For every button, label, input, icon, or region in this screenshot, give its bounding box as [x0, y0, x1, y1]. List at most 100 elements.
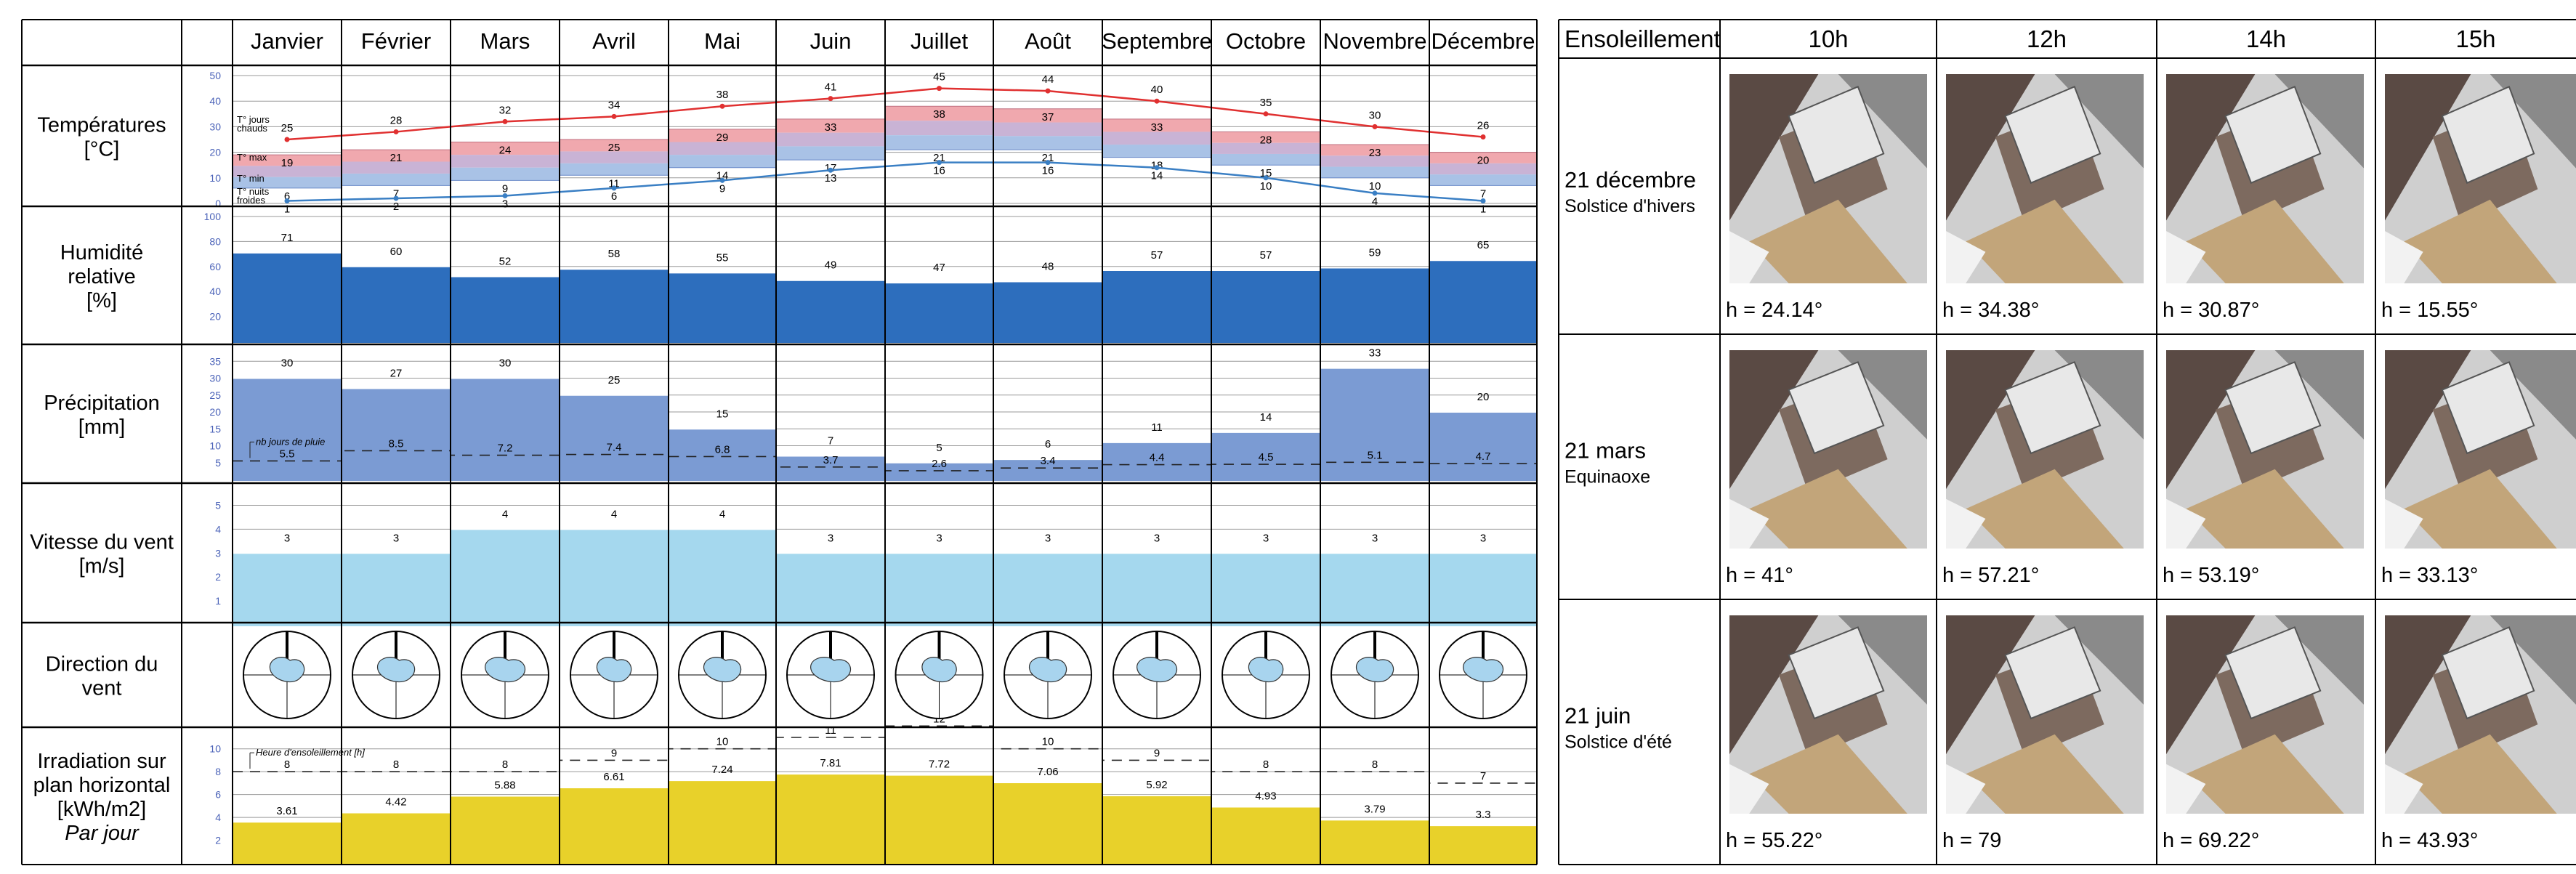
- y-tick-label: 6: [215, 789, 221, 801]
- row-title-6: Irradiation sur plan horizontal [kWh/m2] Pa…: [33, 750, 171, 845]
- bar-3-Septembre: [1102, 442, 1211, 481]
- y-tick-label: 60: [209, 261, 221, 272]
- image-roof-shade: [1729, 615, 1819, 755]
- temp-point-hot: [1263, 111, 1269, 117]
- y-tick-label: 4: [215, 523, 221, 535]
- dashed-line-value: 8: [1372, 758, 1378, 771]
- temp-band-max-Août: [993, 108, 1102, 123]
- bar-4-Avril: [560, 529, 669, 626]
- temp-point-cold: [1263, 175, 1269, 181]
- temp-min-label: 14: [716, 170, 729, 182]
- image-terrace: [2186, 734, 2344, 814]
- wind-distribution-Août: [1028, 657, 1067, 683]
- bar-value-label: 20: [1477, 391, 1490, 403]
- image-roof-shade: [1729, 350, 1819, 490]
- bar-value-label: 3: [1045, 532, 1051, 544]
- temp-band-max-Juillet: [885, 106, 993, 121]
- dashed-series-bracket: [249, 752, 254, 769]
- temp-band-min-Juin: [776, 146, 885, 161]
- month-header-12: Décembre: [1432, 28, 1535, 54]
- sun-height-label: h = 79: [1942, 829, 2001, 852]
- bar-value-label: 4.42: [385, 796, 406, 808]
- legend-max: T° max: [237, 152, 267, 163]
- bar-value-label: 48: [1042, 260, 1054, 272]
- bar-6-Janvier: [233, 822, 342, 865]
- sun-height-label: h = 15.55°: [2381, 299, 2478, 322]
- image-white-block: [2385, 764, 2423, 814]
- image-white-block: [2385, 498, 2423, 549]
- temp-point-hot: [1372, 124, 1378, 129]
- image-building-roof: [1788, 626, 1885, 720]
- image-neighbour-shadow: [2490, 350, 2576, 440]
- temp-band-min-Janvier: [233, 177, 342, 188]
- temp-band-max-Octobre: [1211, 131, 1320, 143]
- bar-value-label: 57: [1260, 249, 1272, 262]
- wind-distribution-Octobre: [1248, 657, 1284, 683]
- temp-band-mid-Juillet: [885, 121, 993, 136]
- dashed-line-value: 8.5: [389, 437, 404, 450]
- y-tick-label: 20: [209, 311, 221, 323]
- bar-value-label: 3.61: [276, 805, 297, 817]
- dashed-line-value: 4.4: [1150, 452, 1165, 464]
- bar-6-Février: [342, 812, 451, 865]
- sun-row-date: 21 décembre: [1564, 167, 1696, 193]
- bar-value-label: 7.24: [711, 764, 732, 776]
- bar-value-label: 59: [1369, 247, 1381, 259]
- hour-header-14h: 14h: [2246, 25, 2286, 52]
- row-title-5: Direction du vent: [46, 653, 158, 700]
- image-white-block: [1946, 764, 1986, 814]
- dashed-line-value: 9: [1154, 747, 1160, 759]
- image-terrace: [2404, 199, 2557, 283]
- y-tick-label: 40: [209, 95, 221, 107]
- temp-cold-label: 3: [502, 198, 508, 210]
- temp-band-min-Mai: [669, 155, 776, 168]
- bar-4-Juillet: [885, 553, 993, 626]
- wind-distribution-Mai: [703, 657, 742, 683]
- bar-2-Avril: [560, 269, 669, 343]
- temp-cold-label: 16: [1042, 165, 1054, 177]
- bar-value-label: 4: [611, 508, 617, 520]
- y-tick-label: 80: [209, 235, 221, 247]
- shadow-study-image: [2166, 74, 2364, 283]
- bar-3-Avril: [560, 394, 669, 481]
- bar-value-label: 55: [716, 251, 729, 264]
- legend-hot-2: chauds: [237, 123, 267, 134]
- dashed-line-value: 2.6: [932, 458, 947, 470]
- bar-2-Novembre: [1320, 267, 1429, 343]
- row-title-2: Humidité relative [%]: [60, 241, 143, 312]
- temp-band-mid-Octobre: [1211, 142, 1320, 154]
- dashed-series-label: Heure d'ensoleillement [h]: [256, 747, 365, 758]
- bar-6-Juillet: [885, 774, 993, 865]
- image-roof-shade: [1729, 74, 1819, 221]
- bar-2-Septembre: [1102, 270, 1211, 343]
- sun-height-label: h = 33.13°: [2381, 564, 2478, 587]
- y-tick-label: 10: [209, 743, 221, 755]
- sun-height-label: h = 53.19°: [2163, 564, 2259, 587]
- temp-point-cold: [1045, 160, 1051, 166]
- y-tick-label: 2: [215, 571, 221, 583]
- image-building-roof: [2441, 85, 2535, 185]
- temp-max-label: 21: [390, 152, 403, 164]
- row-title-1: Températures [°C]: [37, 114, 166, 161]
- temp-point-cold: [1154, 165, 1160, 171]
- temp-hot-label: 44: [1042, 73, 1054, 86]
- sun-height-label: h = 69.22°: [2163, 829, 2259, 852]
- bar-4-Août: [993, 553, 1102, 626]
- image-terrace: [1966, 199, 2124, 283]
- temp-min-label: 9: [502, 182, 508, 195]
- bar-4-Février: [342, 553, 451, 626]
- temp-band-min-Août: [993, 136, 1102, 150]
- bar-value-label: 3: [284, 532, 290, 544]
- image-white-block: [1729, 764, 1769, 814]
- bar-3-Juin: [776, 456, 885, 481]
- image-terrace: [2186, 469, 2344, 549]
- temp-band-min-Juillet: [885, 135, 993, 150]
- wind-distribution-Septembre: [1136, 657, 1177, 683]
- bar-6-Octobre: [1211, 806, 1320, 865]
- temp-max-label: 33: [1151, 121, 1163, 134]
- temp-min-label: 6: [284, 190, 290, 203]
- shadow-study-image: [2166, 615, 2364, 814]
- legend-hot-1: T° jours: [237, 114, 270, 125]
- temp-cold-label: 10: [1260, 180, 1272, 193]
- dashed-line-value: 3.4: [1041, 455, 1056, 467]
